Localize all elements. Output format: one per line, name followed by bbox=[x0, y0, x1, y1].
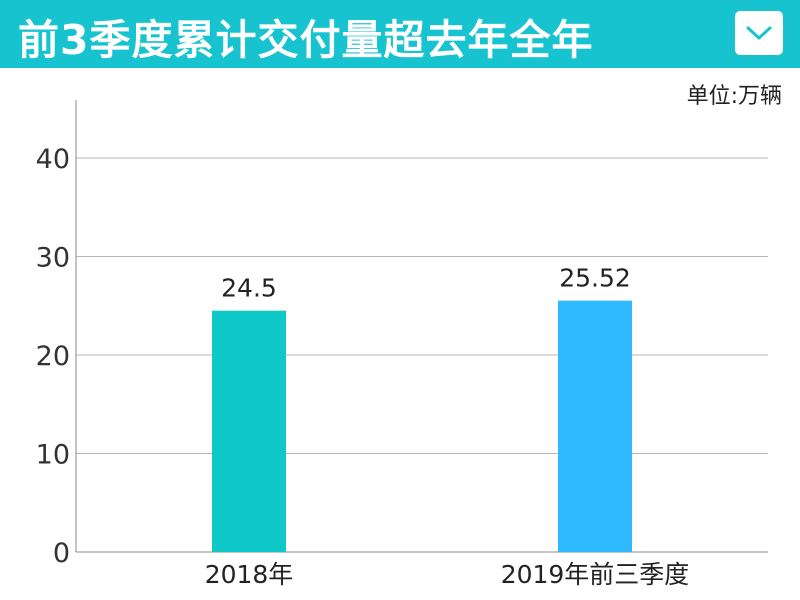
title-bar: 前3季度累计交付量超去年全年 bbox=[0, 0, 800, 68]
expand-dropdown-button[interactable] bbox=[735, 11, 783, 55]
unit-label: 单位:万辆 bbox=[686, 84, 782, 109]
bar-layer bbox=[212, 300, 632, 552]
chevron-down-icon bbox=[746, 26, 772, 40]
data-label: 24.5 bbox=[221, 274, 277, 303]
y-tick-label: 0 bbox=[53, 538, 70, 569]
y-tick-label: 20 bbox=[36, 341, 70, 372]
axis-layer bbox=[75, 100, 768, 553]
data-label: 25.52 bbox=[559, 264, 631, 293]
label-layer: 0 10 20 30 40 24.5 2018年 25.52 2019年前三季度 bbox=[36, 144, 690, 589]
y-tick-label: 40 bbox=[36, 144, 70, 175]
x-tick-label: 2018年 bbox=[205, 560, 294, 589]
page-title: 前3季度累计交付量超去年全年 bbox=[18, 16, 594, 64]
grid-layer bbox=[76, 157, 768, 454]
y-tick-label: 30 bbox=[36, 243, 70, 274]
y-tick-label: 10 bbox=[36, 440, 70, 471]
bar bbox=[212, 310, 286, 552]
bar bbox=[558, 300, 632, 552]
x-tick-label: 2019年前三季度 bbox=[501, 560, 690, 589]
